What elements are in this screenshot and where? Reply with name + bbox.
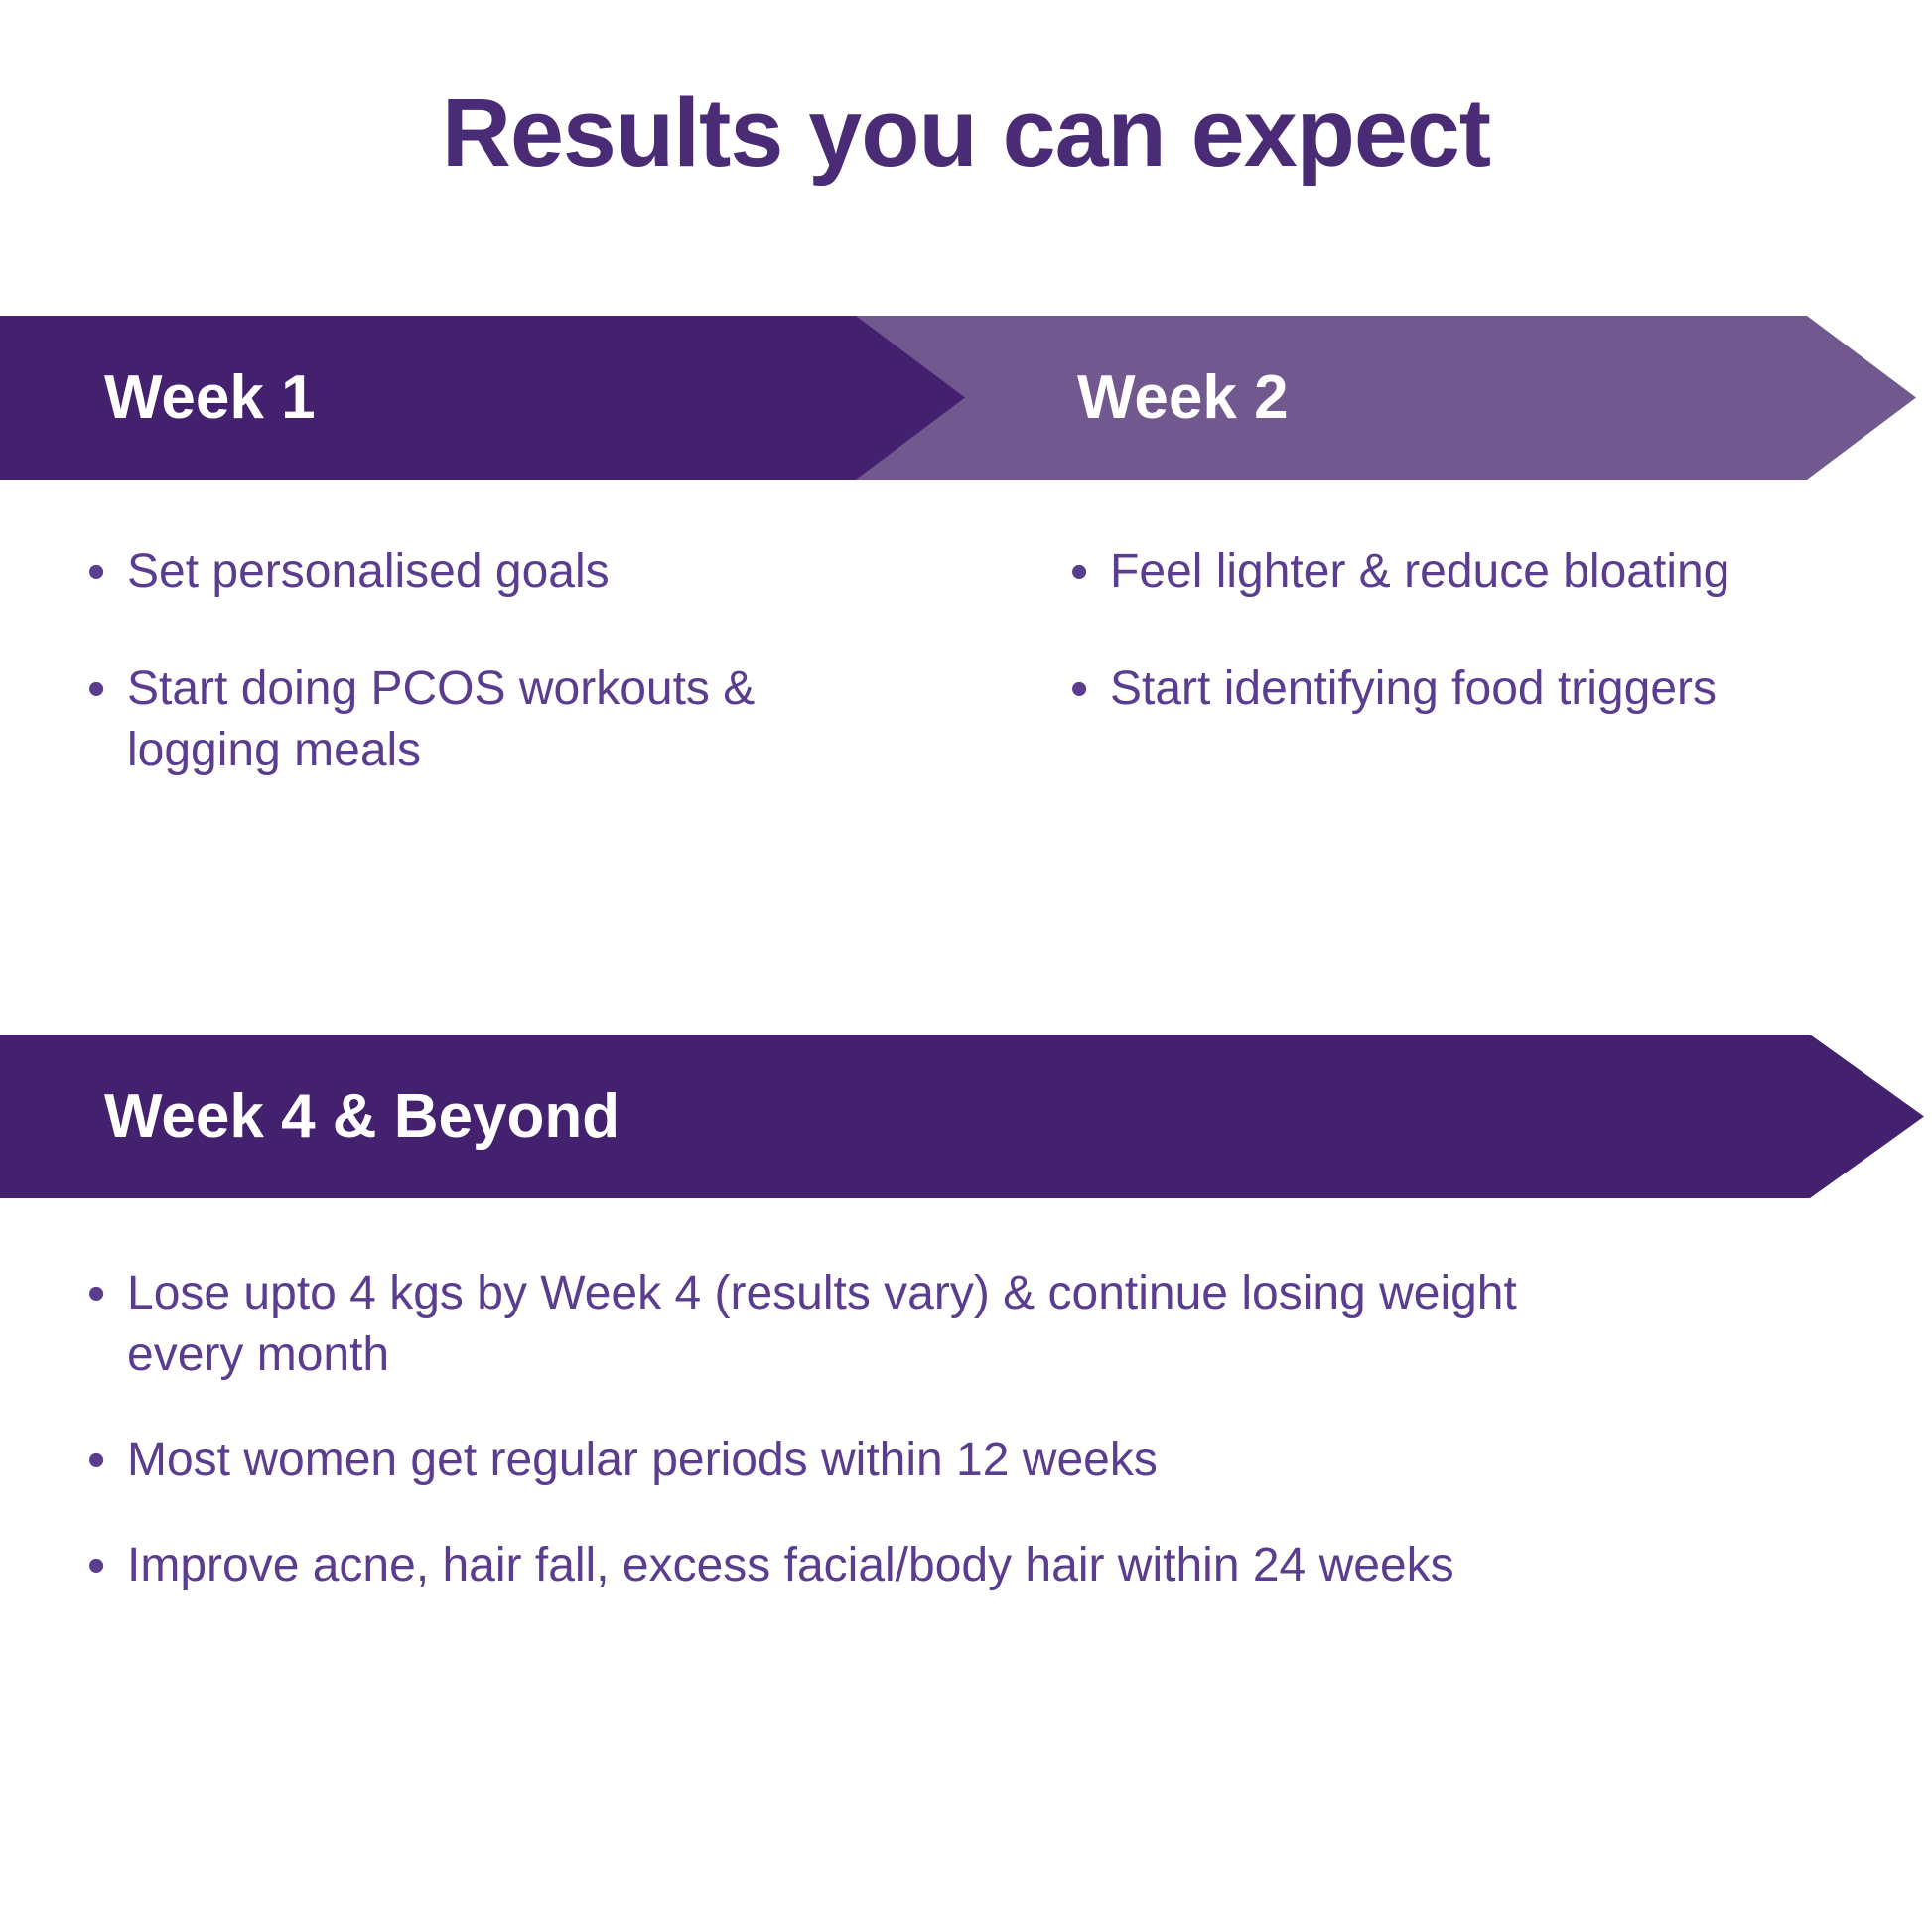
week4-banner-label: Week 4 & Beyond [104, 1082, 621, 1151]
bullet-line: Most women get regular periods within 12… [127, 1434, 1158, 1486]
bullet-text: Start doing PCOS workouts & logging meal… [127, 658, 981, 781]
week4-bullet-list: • Lose upto 4 kgs by Week 4 (results var… [87, 1263, 1795, 1640]
page-title: Results you can expect [441, 78, 1491, 187]
week2-bullet-list: • Feel lighter & reduce bloating • Start… [1070, 541, 1932, 775]
bullet-dot-icon: • [87, 1537, 106, 1594]
bullet-text: Start identifying food triggers [1110, 658, 1932, 720]
list-item: • Start doing PCOS workouts & logging me… [87, 658, 981, 781]
bullet-line: Start identifying food triggers [1110, 662, 1717, 715]
list-item: • Lose upto 4 kgs by Week 4 (results var… [87, 1263, 1795, 1386]
week4-arrow-banner: Week 4 & Beyond [0, 1035, 1924, 1198]
bullet-dot-icon: • [87, 543, 106, 601]
list-item: • Improve acne, hair fall, excess facial… [87, 1535, 1795, 1596]
bullet-line: Set personalised goals [127, 545, 610, 598]
bullet-line: Improve acne, hair fall, excess facial/b… [127, 1539, 1454, 1591]
bullet-dot-icon: • [1070, 543, 1089, 601]
bullet-text: Set personalised goals [127, 541, 981, 603]
bullet-text: Feel lighter & reduce bloating [1110, 541, 1932, 603]
bullet-line: logging meals [127, 724, 422, 776]
bullet-text: Lose upto 4 kgs by Week 4 (results vary)… [127, 1263, 1795, 1386]
list-item: • Feel lighter & reduce bloating [1070, 541, 1932, 603]
bullet-text: Most women get regular periods within 12… [127, 1430, 1795, 1491]
week1-arrow-banner: Week 1 [0, 316, 965, 480]
week4-banner-row: Week 4 & Beyond [0, 1035, 1932, 1198]
list-item: • Set personalised goals [87, 541, 981, 603]
bullet-line: Lose upto 4 kgs by Week 4 (results vary)… [127, 1267, 1517, 1319]
bullet-dot-icon: • [87, 1432, 106, 1489]
week1-banner-label: Week 1 [104, 363, 316, 432]
bullet-dot-icon: • [87, 660, 106, 718]
list-item: • Most women get regular periods within … [87, 1430, 1795, 1491]
bullet-line: Start doing PCOS workouts & [127, 662, 756, 715]
bullet-dot-icon: • [87, 1265, 106, 1322]
bullet-line: every month [127, 1328, 390, 1381]
bullet-text: Improve acne, hair fall, excess facial/b… [127, 1535, 1795, 1596]
week2-banner-label: Week 2 [1077, 363, 1289, 432]
bullet-dot-icon: • [1070, 660, 1089, 718]
week1-week2-banner-row: Week 2 Week 1 [0, 316, 1932, 480]
week1-bullet-list: • Set personalised goals • Start doing P… [87, 541, 981, 837]
list-item: • Start identifying food triggers [1070, 658, 1932, 720]
bullet-line: Feel lighter & reduce bloating [1110, 545, 1730, 598]
